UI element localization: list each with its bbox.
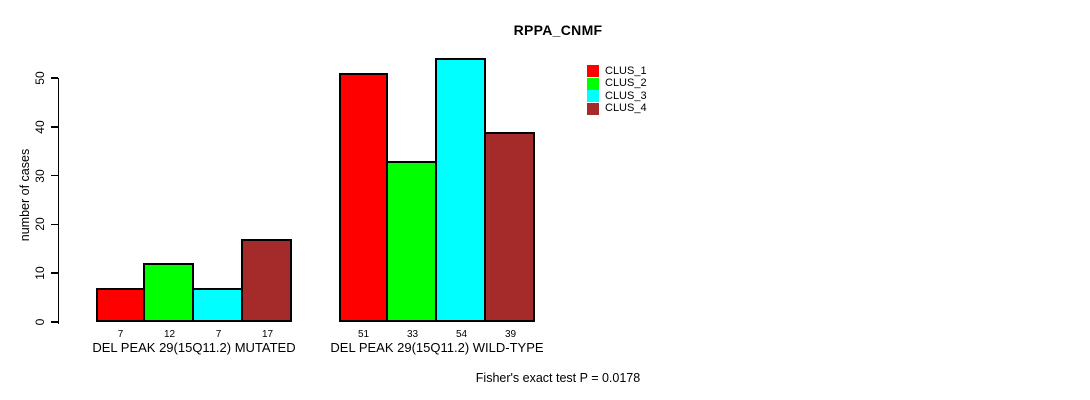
y-tick-label: 0 (33, 318, 47, 326)
chart-title: RPPA_CNMF (513, 22, 603, 38)
bar-count-label: 7 (215, 329, 222, 340)
y-tick-mark (50, 321, 58, 323)
pvalue-annotation: Fisher's exact test P = 0.0178 (475, 371, 641, 385)
y-tick-mark (50, 272, 58, 274)
y-tick-label: 40 (33, 120, 47, 134)
legend-label-clus_1: CLUS_1 (605, 64, 647, 77)
y-axis-title: number of cases (18, 148, 32, 242)
legend-swatch-clus_4 (587, 102, 599, 115)
bar-clus_1-group2 (339, 73, 388, 322)
bar-clus_3-group1 (192, 287, 243, 322)
y-tick-mark (50, 174, 58, 177)
y-tick-mark (50, 223, 58, 226)
y-tick-label: 20 (33, 217, 47, 232)
legend-label-clus_2: CLUS_2 (605, 77, 647, 89)
bar-count-label: 7 (117, 329, 124, 340)
category-label: DEL PEAK 29(15Q11.2) WILD-TYPE (330, 340, 544, 355)
bar-count-label: 12 (163, 329, 176, 340)
bar-clus_4-group1 (241, 239, 292, 322)
category-label: DEL PEAK 29(15Q11.2) MUTATED (92, 340, 296, 355)
legend-swatch-clus_2 (587, 77, 599, 90)
y-tick-label: 50 (33, 71, 47, 85)
bar-clus_4-group2 (484, 131, 535, 322)
y-axis-line (57, 78, 59, 324)
bar-count-label: 54 (455, 329, 468, 340)
y-tick-mark (50, 126, 58, 128)
bar-clus_2-group1 (143, 263, 194, 322)
legend-swatch-clus_3 (587, 90, 599, 102)
legend-label-clus_3: CLUS_3 (605, 89, 647, 102)
bar-clus_3-group2 (435, 58, 486, 322)
legend-swatch-clus_1 (587, 65, 599, 77)
y-tick-label: 10 (33, 266, 47, 280)
bar-clus_1-group1 (96, 287, 145, 322)
y-tick-mark (50, 77, 58, 79)
bar-count-label: 17 (261, 329, 274, 340)
bar-clus_2-group2 (386, 160, 437, 322)
legend-label-clus_4: CLUS_4 (605, 102, 647, 114)
bar-count-label: 39 (504, 329, 517, 340)
y-tick-label: 30 (33, 168, 47, 183)
bar-count-label: 33 (406, 329, 419, 340)
bar-count-label: 51 (357, 329, 370, 340)
